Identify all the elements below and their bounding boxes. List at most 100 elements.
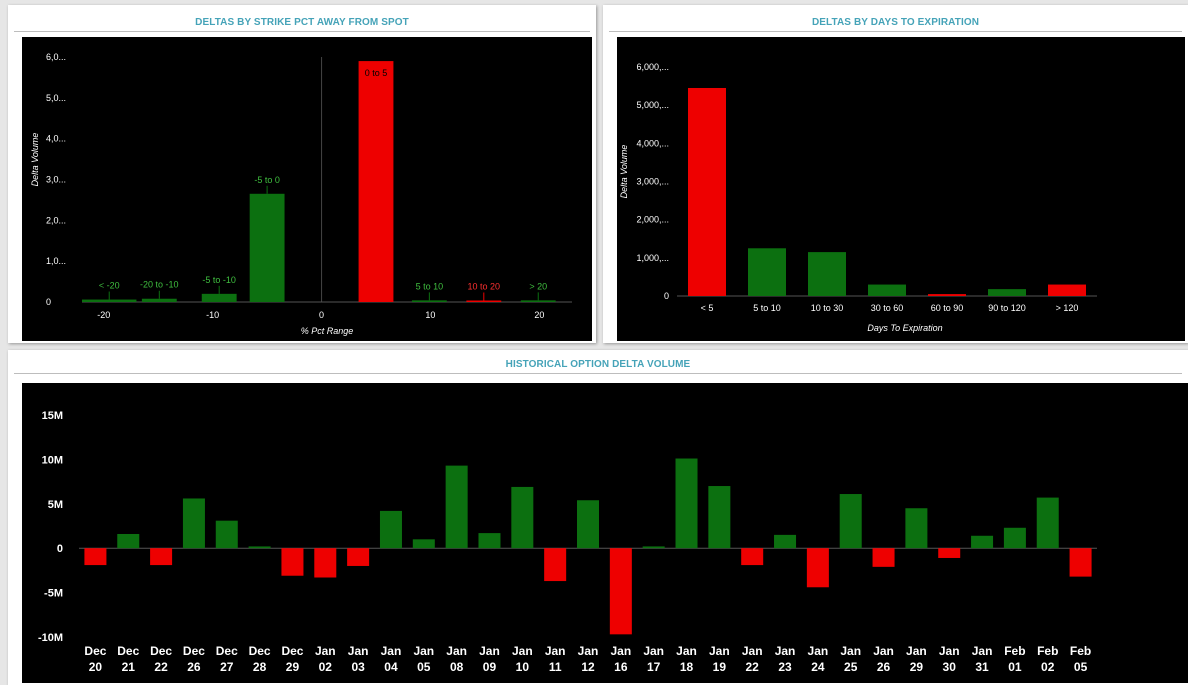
y-tick-label: 15M	[42, 410, 63, 422]
bar	[774, 534, 797, 549]
x-tick-day: 16	[614, 660, 628, 674]
bar-data-label: -20 to -10	[140, 280, 179, 290]
x-tick-month: Jan	[742, 644, 763, 658]
x-tick-day: 19	[713, 660, 727, 674]
x-tick-month: Jan	[610, 644, 631, 658]
bar-data-label: > 20	[529, 281, 547, 291]
strike-pct-panel-divider	[14, 31, 590, 32]
bar	[117, 533, 140, 549]
y-tick-label: 10M	[42, 454, 63, 466]
x-tick-month: Jan	[545, 644, 566, 658]
bar	[868, 284, 906, 296]
bar	[928, 294, 966, 296]
y-tick-label: 5M	[48, 499, 63, 511]
x-tick-month: Feb	[1004, 644, 1025, 658]
bar	[141, 298, 177, 302]
bar	[84, 548, 107, 566]
bar	[314, 548, 337, 578]
bar	[938, 548, 961, 558]
x-tick-month: Dec	[216, 644, 238, 658]
days-to-expiration-chart: 0 1,000,... 2,000,... 3,000,... 4,000,... 5,0…	[617, 37, 1185, 341]
bar	[609, 548, 632, 635]
historical-delta-panel-title: HISTORICAL OPTION DELTA VOLUME	[505, 359, 691, 370]
y-tick-label: 5,0...	[46, 93, 66, 103]
x-tick-day: 29	[286, 660, 300, 674]
bar-data-label: < -20	[99, 281, 120, 291]
bar	[82, 299, 137, 302]
x-tick-day: 03	[351, 660, 365, 674]
days-to-expiration-chart-svg: 0 1,000,... 2,000,... 3,000,... 4,000,... 5,0…	[619, 62, 1097, 333]
x-tick-day: 25	[844, 660, 858, 674]
x-tick-label: 10 to 30	[811, 303, 844, 313]
x-tick-label: 90 to 120	[988, 303, 1026, 313]
x-tick-label: 10	[425, 310, 435, 320]
y-tick-label: 2,0...	[46, 215, 66, 225]
bar	[520, 300, 556, 302]
x-axis-title: % Pct Range	[301, 326, 354, 336]
bar	[1036, 497, 1059, 549]
x-tick-month: Feb	[1037, 644, 1058, 658]
y-axis-title: Delta Volume	[619, 145, 629, 199]
x-tick-day: 18	[680, 660, 694, 674]
bar	[1069, 548, 1092, 577]
bar	[201, 293, 237, 302]
x-tick-month: Jan	[840, 644, 861, 658]
x-tick-month: Jan	[676, 644, 697, 658]
days-to-expiration-panel-title: DELTAS BY DAYS TO EXPIRATION	[811, 17, 980, 28]
x-tick-day: 02	[1041, 660, 1055, 674]
x-tick-day: 20	[89, 660, 103, 674]
x-tick-month: Jan	[972, 644, 993, 658]
bar	[806, 548, 829, 588]
x-tick-month: Dec	[249, 644, 271, 658]
bar	[466, 300, 502, 302]
days-to-expiration-panel-divider	[609, 31, 1182, 32]
bar	[412, 539, 435, 549]
strike-pct-panel: DELTAS BY STRIKE PCT AWAY FROM SPOT 0 1,0…	[8, 5, 596, 343]
strike-pct-chart-svg: 0 1,0... 2,0... 3,0... 4,0... 5,0... 6,0... -20…	[30, 52, 572, 336]
x-tick-day: 01	[1008, 660, 1022, 674]
historical-delta-chart: -10M -5M 0 5M 10M 15M Dec 20 Dec 21 Dec 22 Dec 26 Dec 2…	[22, 383, 1188, 683]
y-tick-label: 0	[664, 291, 669, 301]
x-tick-day: 12	[581, 660, 595, 674]
bar	[445, 465, 468, 549]
bar-data-label: 0 to 5	[365, 68, 388, 78]
x-tick-day: 04	[384, 660, 398, 674]
bar	[248, 546, 271, 549]
x-tick-month: Jan	[775, 644, 796, 658]
x-tick-month: Jan	[479, 644, 500, 658]
x-tick-month: Jan	[381, 644, 402, 658]
y-axis-title: Delta Volume	[30, 133, 40, 187]
historical-delta-panel: HISTORICAL OPTION DELTA VOLUME -10M -5M 0 5…	[8, 350, 1188, 685]
bar	[642, 546, 665, 549]
bar	[708, 486, 731, 549]
bar	[249, 193, 285, 302]
x-tick-label: 0	[319, 310, 324, 320]
x-tick-label: 5 to 10	[753, 303, 781, 313]
bar	[748, 248, 786, 296]
x-tick-day: 17	[647, 660, 661, 674]
y-tick-label: -5M	[44, 588, 63, 600]
x-tick-day: 05	[417, 660, 431, 674]
x-tick-day: 26	[877, 660, 891, 674]
bar	[839, 494, 862, 549]
x-tick-label: 60 to 90	[931, 303, 964, 313]
y-tick-label: 0	[57, 543, 63, 555]
x-tick-day: 02	[319, 660, 333, 674]
x-tick-month: Jan	[873, 644, 894, 658]
x-tick-month: Dec	[150, 644, 172, 658]
bar-data-label: -5 to 0	[254, 175, 280, 185]
strike-pct-chart: 0 1,0... 2,0... 3,0... 4,0... 5,0... 6,0... -20…	[22, 37, 592, 341]
x-tick-month: Feb	[1070, 644, 1091, 658]
x-tick-month: Jan	[906, 644, 927, 658]
y-tick-label: 2,000,...	[636, 215, 669, 225]
x-tick-day: 21	[122, 660, 136, 674]
x-tick-day: 22	[154, 660, 168, 674]
bar	[150, 548, 173, 566]
strike-pct-panel-title: DELTAS BY STRIKE PCT AWAY FROM SPOT	[195, 17, 409, 28]
bar	[478, 533, 501, 549]
bar	[988, 289, 1026, 296]
x-tick-day: 28	[253, 660, 267, 674]
bar	[1003, 527, 1026, 549]
x-tick-month: Jan	[512, 644, 533, 658]
x-tick-day: 26	[187, 660, 201, 674]
